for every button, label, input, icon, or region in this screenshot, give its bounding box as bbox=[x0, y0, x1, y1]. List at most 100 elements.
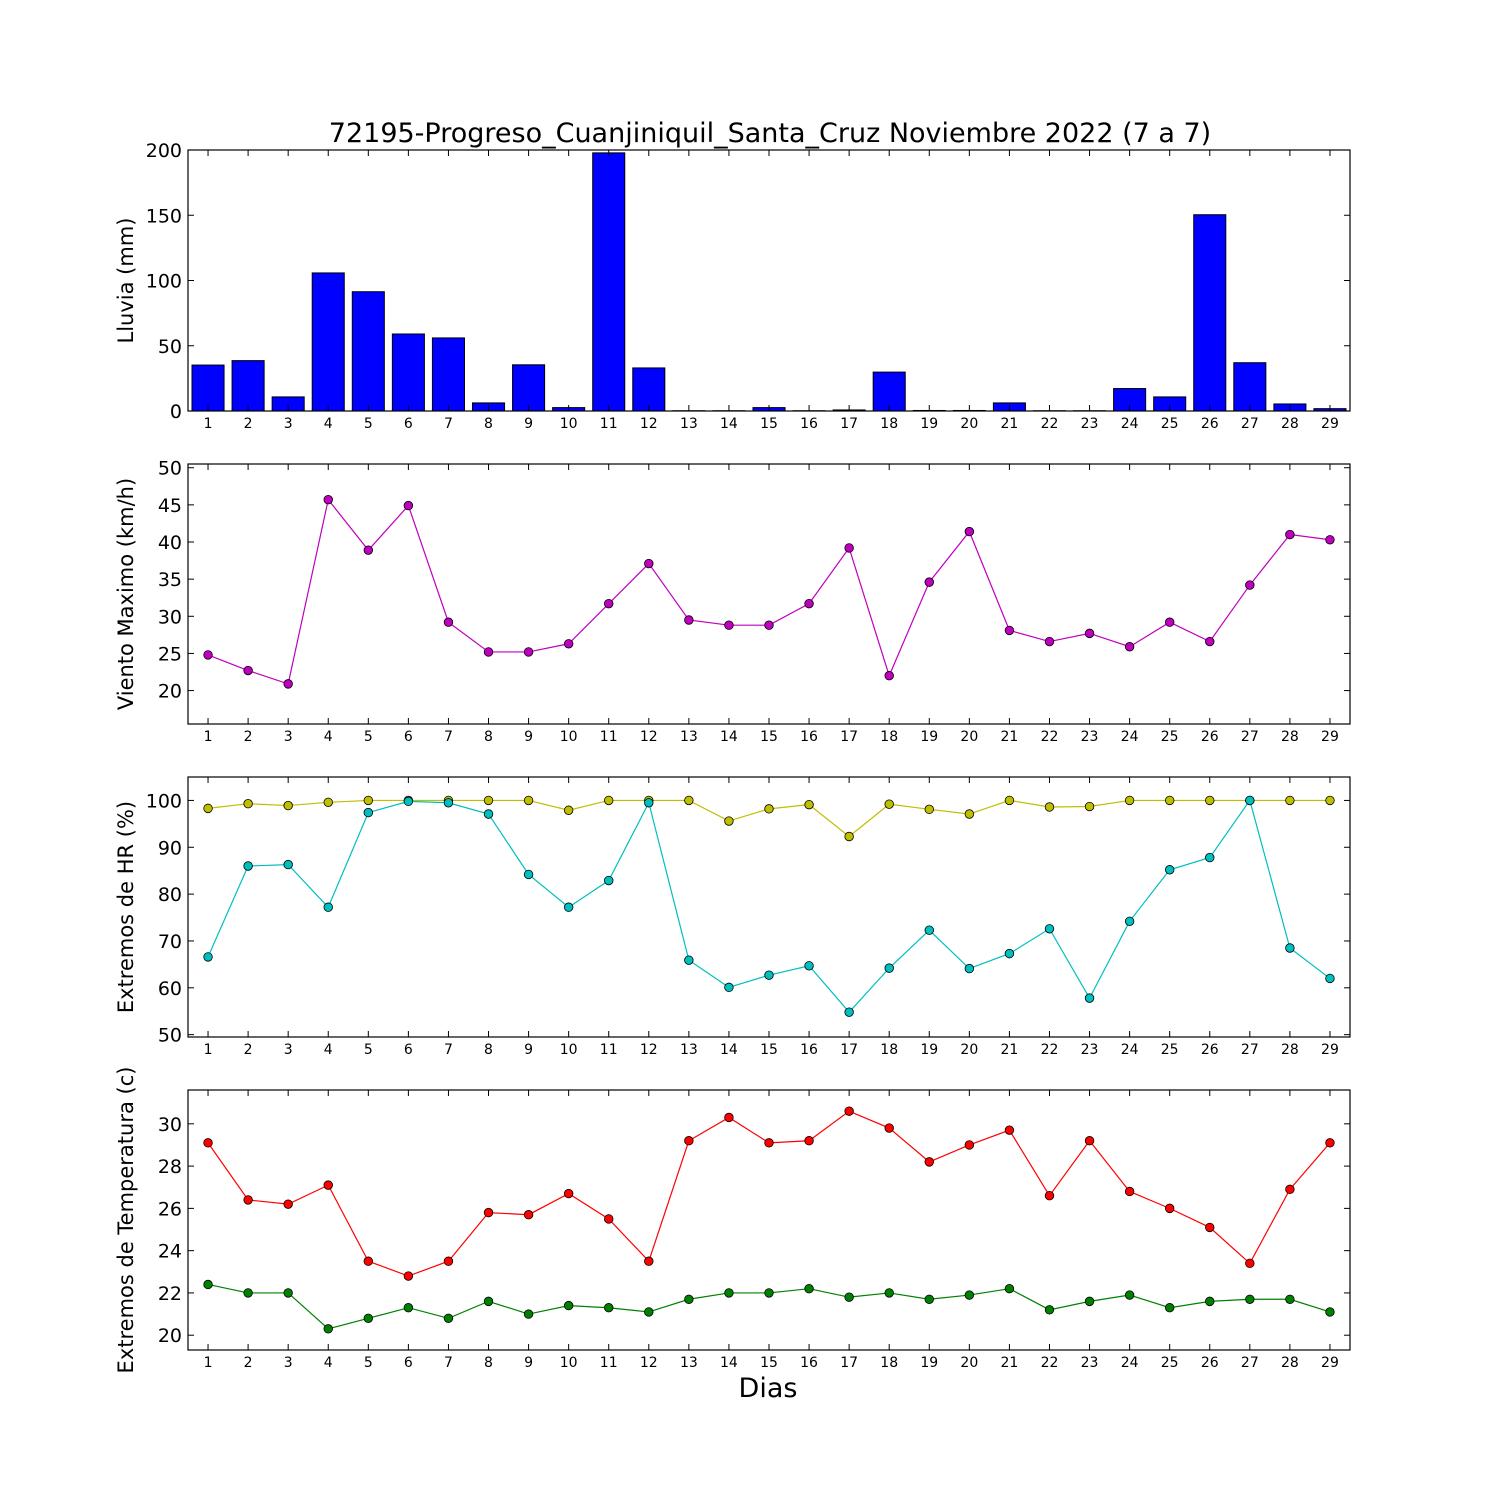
xtick-label: 11 bbox=[600, 1355, 618, 1371]
point-s2-day-1 bbox=[203, 1279, 213, 1290]
xtick-label: 29 bbox=[1321, 1042, 1339, 1058]
xtick-label: 1 bbox=[204, 416, 213, 432]
point-s2-day-15 bbox=[764, 970, 774, 980]
point-s1-day-11 bbox=[604, 795, 614, 806]
ytick-label: 200 bbox=[146, 140, 182, 162]
ytick-label: 90 bbox=[158, 837, 182, 859]
point-s1-day-29 bbox=[1325, 535, 1335, 545]
point-s1-day-8 bbox=[483, 1207, 494, 1218]
xtick-label: 12 bbox=[640, 416, 658, 432]
point-s2-day-5 bbox=[363, 807, 374, 818]
xtick-label: 21 bbox=[1000, 1355, 1018, 1371]
xtick-label: 16 bbox=[800, 729, 818, 745]
point-s1-day-13 bbox=[684, 1136, 694, 1146]
point-s1-day-6 bbox=[403, 500, 414, 511]
bar-day-1 bbox=[191, 364, 225, 412]
xtick-label: 21 bbox=[1000, 729, 1018, 745]
xtick-label: 3 bbox=[284, 1355, 293, 1371]
point-s2-day-12 bbox=[644, 798, 654, 808]
point-s1-day-11 bbox=[604, 598, 614, 609]
point-s1-day-23 bbox=[1084, 628, 1095, 639]
point-s2-day-27 bbox=[1245, 795, 1255, 806]
point-s2-day-14 bbox=[724, 982, 734, 993]
xtick-label: 5 bbox=[364, 416, 373, 432]
xtick-label: 25 bbox=[1161, 1355, 1179, 1371]
xtick-label: 20 bbox=[960, 416, 978, 432]
xtick-label: 22 bbox=[1041, 1042, 1059, 1058]
point-s2-day-15 bbox=[764, 1288, 774, 1298]
point-s1-day-28 bbox=[1285, 795, 1295, 806]
xtick-label: 7 bbox=[444, 1355, 453, 1371]
xtick-label: 2 bbox=[244, 729, 253, 745]
xtick-label: 9 bbox=[524, 729, 533, 745]
xtick-label: 15 bbox=[760, 1355, 778, 1371]
xtick-label: 4 bbox=[324, 729, 333, 745]
point-s1-day-29 bbox=[1325, 795, 1335, 806]
point-s2-day-18 bbox=[884, 1288, 894, 1298]
xtick-label: 29 bbox=[1321, 416, 1339, 432]
xtick-label: 27 bbox=[1241, 1042, 1259, 1058]
point-s2-day-6 bbox=[403, 1303, 414, 1313]
point-s1-day-14 bbox=[724, 816, 734, 826]
point-s1-day-2 bbox=[243, 799, 253, 809]
point-s2-day-10 bbox=[563, 902, 574, 912]
xtick-label: 14 bbox=[720, 416, 738, 432]
xtick-label: 19 bbox=[920, 416, 938, 432]
point-s1-day-7 bbox=[443, 1256, 454, 1266]
point-s2-day-16 bbox=[804, 1283, 814, 1294]
ytick-label: 50 bbox=[158, 458, 182, 480]
point-s2-day-2 bbox=[243, 1288, 253, 1298]
xtick-label: 8 bbox=[484, 1355, 493, 1371]
xtick-label: 12 bbox=[640, 1042, 658, 1058]
point-s1-day-15 bbox=[764, 804, 774, 814]
point-s1-day-5 bbox=[363, 545, 374, 555]
xtick-label: 8 bbox=[484, 729, 493, 745]
point-s2-day-8 bbox=[483, 1296, 494, 1307]
xtick-label: 9 bbox=[524, 1042, 533, 1058]
point-s2-day-16 bbox=[804, 961, 814, 971]
xtick-label: 26 bbox=[1201, 1042, 1219, 1058]
xtick-label: 28 bbox=[1281, 1042, 1299, 1058]
point-s1-day-15 bbox=[764, 1138, 774, 1148]
point-s2-day-22 bbox=[1044, 1305, 1055, 1315]
point-s1-day-4 bbox=[323, 797, 333, 807]
xtick-label: 1 bbox=[204, 729, 213, 745]
chart-title: 72195-Progreso_Cuanjiniquil_Santa_Cruz N… bbox=[329, 118, 1211, 149]
point-s2-day-23 bbox=[1084, 1296, 1095, 1307]
xtick-label: 29 bbox=[1321, 1355, 1339, 1371]
xtick-label: 17 bbox=[840, 416, 858, 432]
bar-day-5 bbox=[351, 291, 385, 412]
point-s2-day-21 bbox=[1004, 948, 1015, 959]
xtick-label: 23 bbox=[1081, 416, 1099, 432]
xtick-label: 24 bbox=[1121, 729, 1139, 745]
xtick-label: 27 bbox=[1241, 729, 1259, 745]
ytick-label: 28 bbox=[158, 1156, 182, 1178]
xtick-label: 17 bbox=[840, 1042, 858, 1058]
bar-day-4 bbox=[311, 272, 345, 412]
point-s1-day-13 bbox=[684, 795, 694, 806]
ytick-label: 35 bbox=[158, 569, 182, 591]
xtick-label: 4 bbox=[324, 416, 333, 432]
bar-day-6 bbox=[391, 333, 425, 412]
bar-day-9 bbox=[512, 364, 546, 412]
y-axis-label: Lluvia (mm) bbox=[114, 218, 138, 344]
bar-day-2 bbox=[231, 360, 265, 412]
point-s2-day-24 bbox=[1124, 916, 1135, 926]
ytick-label: 150 bbox=[146, 205, 182, 227]
xtick-label: 16 bbox=[800, 1355, 818, 1371]
xtick-label: 13 bbox=[680, 729, 698, 745]
point-s2-day-13 bbox=[684, 1294, 694, 1304]
xtick-label: 19 bbox=[920, 1355, 938, 1371]
xtick-label: 4 bbox=[324, 1042, 333, 1058]
point-s1-day-26 bbox=[1205, 636, 1215, 647]
point-s2-day-9 bbox=[523, 869, 534, 880]
xtick-label: 21 bbox=[1000, 416, 1018, 432]
point-s2-day-29 bbox=[1325, 1307, 1335, 1317]
point-s1-day-1 bbox=[203, 650, 213, 660]
point-s2-day-20 bbox=[964, 1290, 975, 1300]
point-s1-day-24 bbox=[1124, 795, 1135, 806]
xtick-label: 21 bbox=[1000, 1042, 1018, 1058]
point-s2-day-23 bbox=[1084, 993, 1095, 1003]
point-s1-day-18 bbox=[884, 1123, 894, 1133]
xtick-label: 9 bbox=[524, 416, 533, 432]
